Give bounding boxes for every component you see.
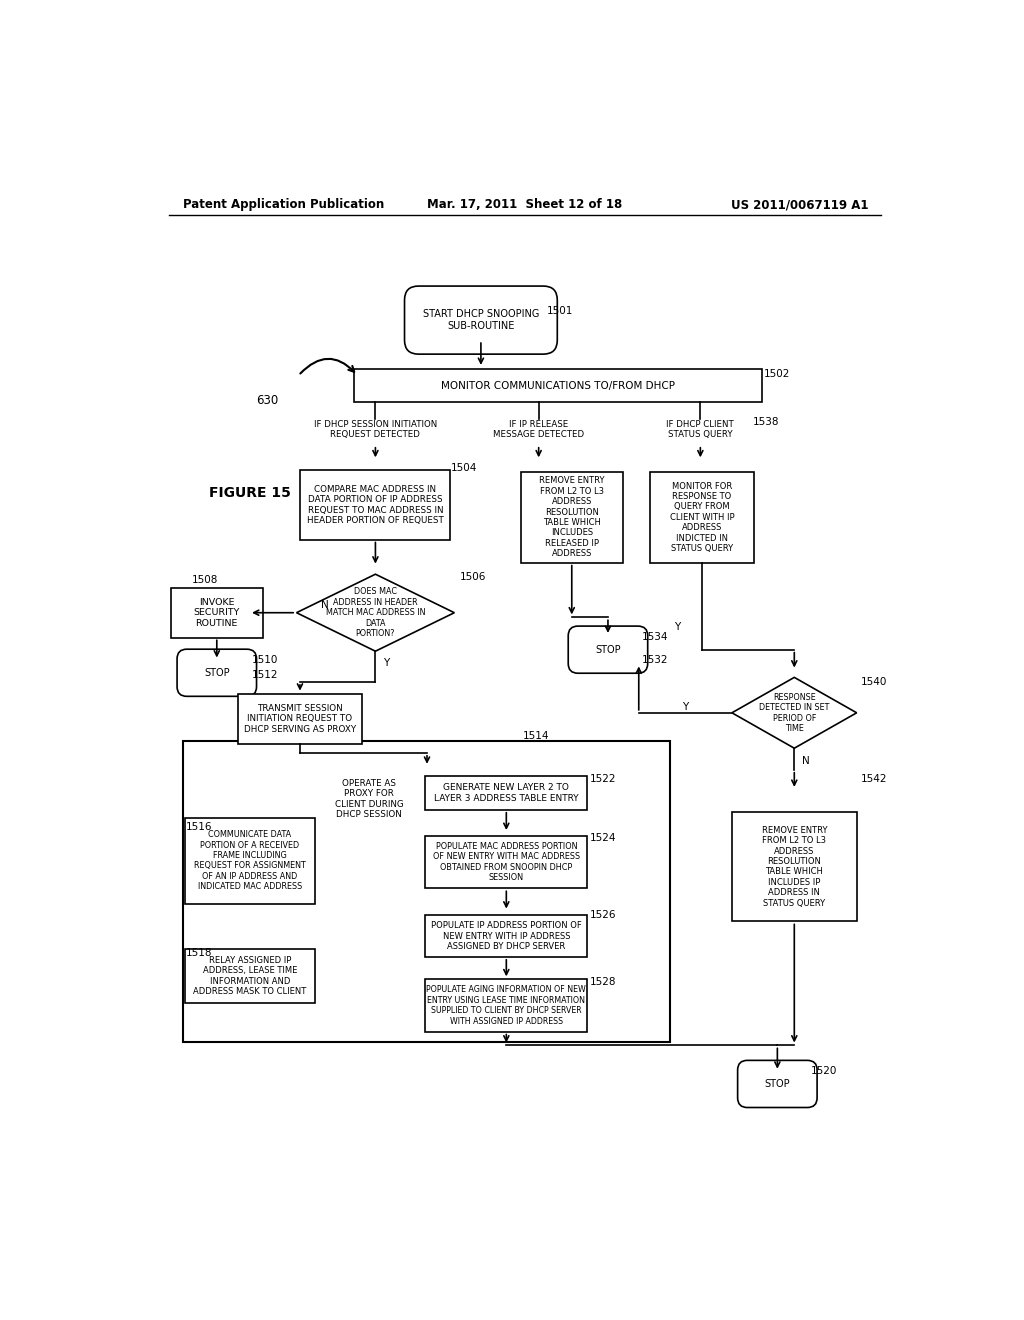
Text: 1514: 1514 (523, 731, 550, 741)
FancyBboxPatch shape (239, 694, 361, 744)
FancyBboxPatch shape (568, 626, 648, 673)
FancyBboxPatch shape (425, 979, 587, 1032)
FancyBboxPatch shape (354, 370, 762, 401)
Text: 1510: 1510 (252, 655, 278, 665)
Text: 1540: 1540 (860, 677, 887, 686)
Text: RESPONSE
DETECTED IN SET
PERIOD OF
TIME: RESPONSE DETECTED IN SET PERIOD OF TIME (759, 693, 829, 733)
Text: 1520: 1520 (811, 1065, 838, 1076)
Text: 1526: 1526 (590, 909, 616, 920)
FancyBboxPatch shape (737, 1060, 817, 1107)
Text: COMPARE MAC ADDRESS IN
DATA PORTION OF IP ADDRESS
REQUEST TO MAC ADDRESS IN
HEAD: COMPARE MAC ADDRESS IN DATA PORTION OF I… (307, 484, 443, 525)
FancyBboxPatch shape (732, 812, 857, 921)
FancyBboxPatch shape (177, 649, 257, 697)
Text: 1508: 1508 (191, 576, 218, 585)
Text: US 2011/0067119 A1: US 2011/0067119 A1 (731, 198, 868, 211)
Polygon shape (297, 574, 455, 651)
Polygon shape (732, 677, 857, 748)
Text: 1528: 1528 (590, 977, 616, 987)
Text: IF IP RELEASE
MESSAGE DETECTED: IF IP RELEASE MESSAGE DETECTED (494, 420, 585, 440)
Text: 1538: 1538 (753, 417, 779, 426)
Text: STOP: STOP (595, 644, 621, 655)
Text: Y: Y (682, 702, 688, 711)
Text: Y: Y (383, 657, 389, 668)
Text: 1516: 1516 (186, 822, 213, 832)
Text: 1534: 1534 (642, 631, 669, 642)
Text: N: N (321, 601, 329, 610)
FancyBboxPatch shape (425, 915, 587, 957)
Text: MONITOR COMMUNICATIONS TO/FROM DHCP: MONITOR COMMUNICATIONS TO/FROM DHCP (441, 380, 675, 391)
FancyBboxPatch shape (185, 817, 314, 904)
Text: 1506: 1506 (460, 573, 486, 582)
Text: 630: 630 (256, 395, 279, 408)
Text: N: N (802, 755, 810, 766)
Text: STOP: STOP (765, 1078, 791, 1089)
FancyBboxPatch shape (404, 286, 557, 354)
Text: START DHCP SNOOPING
SUB-ROUTINE: START DHCP SNOOPING SUB-ROUTINE (423, 309, 539, 331)
FancyBboxPatch shape (300, 470, 451, 540)
Text: POPULATE AGING INFORMATION OF NEW
ENTRY USING LEASE TIME INFORMATION
SUPPLIED TO: POPULATE AGING INFORMATION OF NEW ENTRY … (426, 985, 586, 1026)
Text: STOP: STOP (204, 668, 229, 677)
Text: REMOVE ENTRY
FROM L2 TO L3
ADDRESS
RESOLUTION
TABLE WHICH
INCLUDES
RELEASED IP
A: REMOVE ENTRY FROM L2 TO L3 ADDRESS RESOL… (539, 477, 604, 558)
Text: 1504: 1504 (451, 463, 477, 473)
FancyBboxPatch shape (521, 471, 623, 562)
Text: 1524: 1524 (590, 833, 616, 842)
Text: 1522: 1522 (590, 774, 616, 784)
Text: 1518: 1518 (186, 948, 213, 958)
Text: REMOVE ENTRY
FROM L2 TO L3
ADDRESS
RESOLUTION
TABLE WHICH
INCLUDES IP
ADDRESS IN: REMOVE ENTRY FROM L2 TO L3 ADDRESS RESOL… (762, 826, 827, 908)
FancyBboxPatch shape (171, 587, 263, 638)
Text: 1512: 1512 (252, 671, 278, 680)
FancyBboxPatch shape (425, 836, 587, 888)
Text: IF DHCP CLIENT
STATUS QUERY: IF DHCP CLIENT STATUS QUERY (667, 420, 734, 440)
Text: POPULATE MAC ADDRESS PORTION
OF NEW ENTRY WITH MAC ADDRESS
OBTAINED FROM SNOOPIN: POPULATE MAC ADDRESS PORTION OF NEW ENTR… (433, 842, 580, 882)
Text: TRANSMIT SESSION
INITIATION REQUEST TO
DHCP SERVING AS PROXY: TRANSMIT SESSION INITIATION REQUEST TO D… (244, 704, 356, 734)
Text: 1532: 1532 (642, 655, 669, 665)
Text: POPULATE IP ADDRESS PORTION OF
NEW ENTRY WITH IP ADDRESS
ASSIGNED BY DHCP SERVER: POPULATE IP ADDRESS PORTION OF NEW ENTRY… (431, 921, 582, 950)
Text: INVOKE
SECURITY
ROUTINE: INVOKE SECURITY ROUTINE (194, 598, 240, 627)
Text: 1502: 1502 (764, 370, 790, 379)
Text: IF DHCP SESSION INITIATION
REQUEST DETECTED: IF DHCP SESSION INITIATION REQUEST DETEC… (313, 420, 437, 440)
Text: Mar. 17, 2011  Sheet 12 of 18: Mar. 17, 2011 Sheet 12 of 18 (427, 198, 623, 211)
FancyBboxPatch shape (183, 741, 670, 1043)
Text: DOES MAC
ADDRESS IN HEADER
MATCH MAC ADDRESS IN
DATA
PORTION?: DOES MAC ADDRESS IN HEADER MATCH MAC ADD… (326, 587, 425, 638)
Text: OPERATE AS
PROXY FOR
CLIENT DURING
DHCP SESSION: OPERATE AS PROXY FOR CLIENT DURING DHCP … (335, 779, 403, 820)
Text: MONITOR FOR
RESPONSE TO
QUERY FROM
CLIENT WITH IP
ADDRESS
INDICTED IN
STATUS QUE: MONITOR FOR RESPONSE TO QUERY FROM CLIEN… (670, 482, 734, 553)
Text: Patent Application Publication: Patent Application Publication (183, 198, 384, 211)
FancyBboxPatch shape (425, 776, 587, 810)
Text: COMMUNICATE DATA
PORTION OF A RECEIVED
FRAME INCLUDING
REQUEST FOR ASSIGNMENT
OF: COMMUNICATE DATA PORTION OF A RECEIVED F… (194, 830, 306, 891)
Text: 1542: 1542 (860, 774, 887, 784)
Text: Y: Y (674, 622, 680, 631)
Text: RELAY ASSIGNED IP
ADDRESS, LEASE TIME
INFORMATION AND
ADDRESS MASK TO CLIENT: RELAY ASSIGNED IP ADDRESS, LEASE TIME IN… (194, 956, 306, 997)
Text: FIGURE 15: FIGURE 15 (209, 486, 291, 500)
FancyBboxPatch shape (649, 471, 755, 562)
Text: GENERATE NEW LAYER 2 TO
LAYER 3 ADDRESS TABLE ENTRY: GENERATE NEW LAYER 2 TO LAYER 3 ADDRESS … (434, 783, 579, 803)
FancyBboxPatch shape (185, 949, 314, 1003)
Text: 1501: 1501 (547, 306, 572, 315)
